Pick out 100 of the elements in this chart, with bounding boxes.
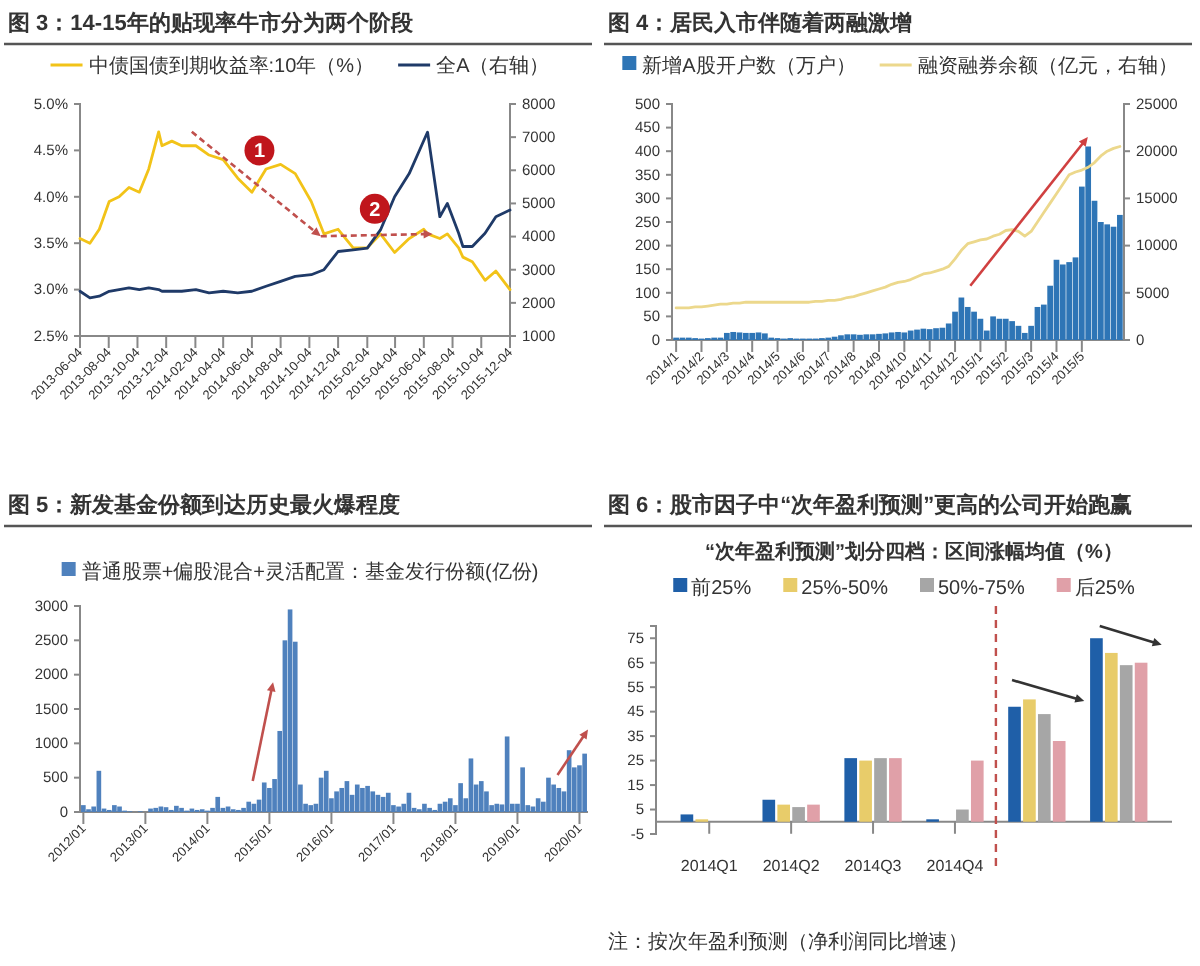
legend-label: 融资融券余额（亿元，右轴） — [917, 54, 1178, 78]
bar — [777, 804, 791, 822]
bar — [365, 785, 370, 812]
bar — [895, 331, 901, 340]
bar — [520, 767, 525, 812]
bar — [1023, 699, 1036, 822]
bar — [112, 805, 117, 812]
bar — [546, 777, 551, 812]
bar — [762, 799, 776, 822]
bar — [1008, 706, 1021, 822]
bar — [1021, 332, 1028, 340]
bar — [730, 331, 737, 340]
bar — [1037, 714, 1051, 822]
bar — [792, 807, 805, 822]
bar — [246, 801, 252, 812]
bar — [1117, 214, 1123, 340]
x-tick-label: 2014Q3 — [844, 857, 903, 876]
bar — [1052, 741, 1066, 822]
chart-title: 图 4：居民入市伴随着两融激增 — [608, 10, 913, 36]
bar — [447, 798, 453, 812]
bar — [396, 806, 401, 812]
bar — [1085, 146, 1092, 340]
bar — [869, 334, 876, 340]
x-tick-label: 2014Q4 — [926, 857, 985, 876]
bar — [360, 787, 365, 812]
bar — [261, 782, 267, 812]
bar — [339, 787, 345, 812]
bar — [494, 803, 500, 812]
bar — [174, 805, 179, 812]
bar — [807, 804, 820, 822]
bar — [850, 334, 857, 340]
bar — [743, 332, 749, 340]
bar — [1066, 262, 1073, 340]
bar — [422, 803, 427, 812]
bar — [956, 809, 969, 822]
bar — [723, 332, 730, 340]
bar — [964, 306, 971, 340]
bar — [323, 770, 329, 812]
bar — [385, 792, 391, 812]
legend-label: 普通股票+偏股混合+灵活配置：基金发行份额(亿份) — [81, 560, 539, 584]
text: 注：按次年盈利预测（净利润同比增速） — [608, 930, 968, 954]
bar — [863, 334, 870, 340]
bar — [874, 758, 887, 822]
bar — [354, 784, 360, 812]
bar — [857, 334, 863, 340]
bar — [933, 328, 939, 340]
bar — [926, 329, 933, 340]
bar — [876, 333, 882, 340]
line-series — [674, 145, 1122, 310]
bar — [1090, 638, 1103, 822]
bar — [215, 796, 221, 812]
bar — [762, 333, 768, 340]
bar — [370, 791, 376, 812]
bar — [749, 332, 756, 340]
bar — [334, 791, 339, 812]
bar — [308, 805, 314, 812]
bar — [556, 787, 562, 812]
legend-label: 前25% — [691, 576, 752, 600]
bar — [1009, 321, 1015, 340]
bar — [1104, 224, 1111, 340]
legend-label: 25%-50% — [801, 578, 889, 600]
chart-subtitle: “次年盈利预测”划分四档：区间涨幅均值（%） — [705, 540, 1123, 564]
bar — [117, 806, 122, 812]
bar — [914, 329, 920, 340]
bar — [907, 330, 914, 340]
bar — [971, 311, 977, 340]
bar — [844, 758, 858, 822]
annotation: 2 — [369, 199, 382, 222]
legend-label: 全A（右轴） — [436, 54, 550, 78]
bar — [582, 753, 587, 812]
chart-title: 图 6：股市因子中“次年盈利预测”更高的公司开始跑赢 — [608, 492, 1133, 518]
bar — [889, 758, 902, 822]
bar — [1104, 652, 1118, 822]
bar — [1134, 662, 1148, 822]
bar — [1119, 665, 1133, 822]
bar — [551, 784, 556, 812]
bar — [1059, 264, 1066, 340]
bar — [736, 332, 743, 340]
bar — [458, 783, 463, 812]
annotation: 1 — [253, 141, 266, 164]
legend-label: 50%-75% — [938, 578, 1025, 600]
x-tick-label: 2014Q1 — [680, 857, 739, 876]
chart-title: 图 3：14-15年的贴现率牛市分为两个阶段 — [8, 10, 415, 36]
legend-label: 新增A股开户数（万户） — [642, 54, 856, 78]
bar — [1002, 318, 1009, 340]
bar — [970, 760, 984, 822]
bar — [888, 332, 895, 340]
bar — [990, 316, 996, 340]
bar — [844, 334, 851, 340]
bar — [901, 332, 908, 340]
legend-label: 后25% — [1074, 576, 1135, 600]
x-tick-label: 2014Q2 — [762, 857, 821, 876]
bar — [478, 781, 484, 812]
legend-label: 中债国债到期收益率:10年（%） — [88, 54, 375, 78]
bar — [267, 787, 272, 812]
bar — [755, 332, 762, 340]
bar — [859, 760, 872, 822]
bar — [680, 814, 694, 822]
bar — [81, 805, 86, 812]
chart-title: 图 5：新发基金份额到达历史最火爆程度 — [8, 492, 401, 518]
